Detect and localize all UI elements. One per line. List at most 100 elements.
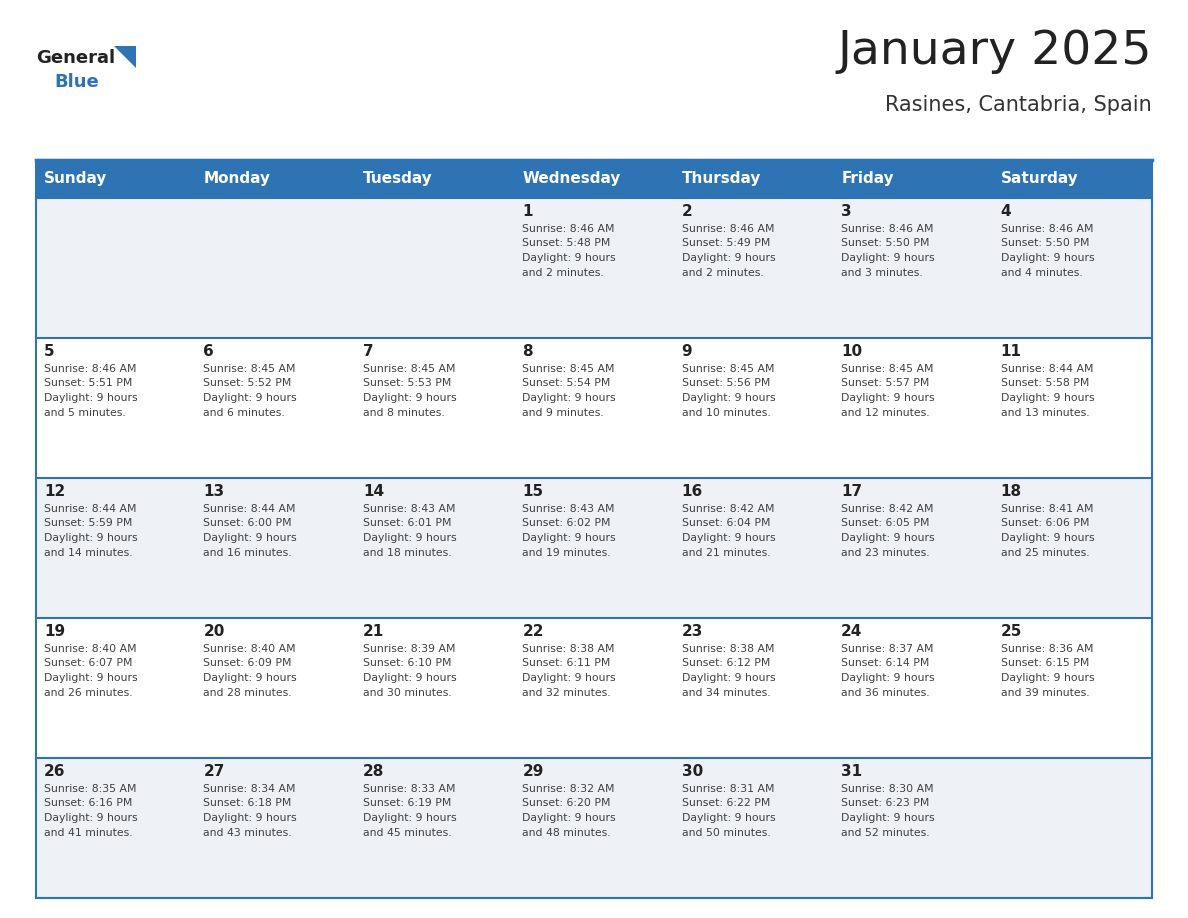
Text: 9: 9 — [682, 344, 693, 359]
Text: Daylight: 9 hours: Daylight: 9 hours — [523, 813, 615, 823]
Text: Daylight: 9 hours: Daylight: 9 hours — [523, 533, 615, 543]
Text: and 26 minutes.: and 26 minutes. — [44, 688, 133, 698]
Text: Monday: Monday — [203, 172, 271, 186]
Text: Sunrise: 8:44 AM: Sunrise: 8:44 AM — [1000, 364, 1093, 374]
Text: Sunrise: 8:40 AM: Sunrise: 8:40 AM — [44, 644, 137, 654]
Text: Sunset: 6:10 PM: Sunset: 6:10 PM — [362, 658, 451, 668]
Text: Sunrise: 8:37 AM: Sunrise: 8:37 AM — [841, 644, 934, 654]
Text: Daylight: 9 hours: Daylight: 9 hours — [1000, 253, 1094, 263]
Text: Sunrise: 8:45 AM: Sunrise: 8:45 AM — [682, 364, 775, 374]
Text: Sunset: 5:50 PM: Sunset: 5:50 PM — [841, 239, 930, 249]
Text: Friday: Friday — [841, 172, 893, 186]
Text: and 28 minutes.: and 28 minutes. — [203, 688, 292, 698]
Text: Sunset: 6:02 PM: Sunset: 6:02 PM — [523, 519, 611, 529]
Text: Daylight: 9 hours: Daylight: 9 hours — [841, 813, 935, 823]
Text: Daylight: 9 hours: Daylight: 9 hours — [682, 393, 776, 403]
Text: 19: 19 — [44, 624, 65, 639]
Text: Sunrise: 8:42 AM: Sunrise: 8:42 AM — [841, 504, 934, 514]
Text: Sunrise: 8:44 AM: Sunrise: 8:44 AM — [203, 504, 296, 514]
Text: Daylight: 9 hours: Daylight: 9 hours — [203, 673, 297, 683]
Text: 28: 28 — [362, 764, 384, 779]
Text: 22: 22 — [523, 624, 544, 639]
Text: 13: 13 — [203, 484, 225, 499]
Text: Sunrise: 8:46 AM: Sunrise: 8:46 AM — [841, 224, 934, 234]
Text: Sunset: 5:57 PM: Sunset: 5:57 PM — [841, 378, 929, 388]
Text: Daylight: 9 hours: Daylight: 9 hours — [362, 393, 456, 403]
Text: and 41 minutes.: and 41 minutes. — [44, 827, 133, 837]
Text: 30: 30 — [682, 764, 703, 779]
Text: 5: 5 — [44, 344, 55, 359]
Text: 7: 7 — [362, 344, 373, 359]
Text: Sunset: 6:00 PM: Sunset: 6:00 PM — [203, 519, 292, 529]
Text: Daylight: 9 hours: Daylight: 9 hours — [523, 253, 615, 263]
Text: and 50 minutes.: and 50 minutes. — [682, 827, 771, 837]
Text: Sunrise: 8:43 AM: Sunrise: 8:43 AM — [523, 504, 614, 514]
Text: and 25 minutes.: and 25 minutes. — [1000, 547, 1089, 557]
Text: and 16 minutes.: and 16 minutes. — [203, 547, 292, 557]
Text: 29: 29 — [523, 764, 544, 779]
Text: Sunset: 5:56 PM: Sunset: 5:56 PM — [682, 378, 770, 388]
Text: Sunrise: 8:41 AM: Sunrise: 8:41 AM — [1000, 504, 1093, 514]
Text: Sunrise: 8:46 AM: Sunrise: 8:46 AM — [44, 364, 137, 374]
Text: Sunrise: 8:44 AM: Sunrise: 8:44 AM — [44, 504, 137, 514]
Text: 1: 1 — [523, 204, 532, 219]
Text: and 3 minutes.: and 3 minutes. — [841, 267, 923, 277]
Text: January 2025: January 2025 — [838, 29, 1152, 74]
Text: Sunset: 6:06 PM: Sunset: 6:06 PM — [1000, 519, 1089, 529]
Text: 8: 8 — [523, 344, 533, 359]
Text: Sunset: 5:54 PM: Sunset: 5:54 PM — [523, 378, 611, 388]
Text: Sunset: 6:04 PM: Sunset: 6:04 PM — [682, 519, 770, 529]
Text: Sunrise: 8:32 AM: Sunrise: 8:32 AM — [523, 784, 614, 794]
Text: Daylight: 9 hours: Daylight: 9 hours — [362, 673, 456, 683]
Text: Sunrise: 8:45 AM: Sunrise: 8:45 AM — [841, 364, 934, 374]
Text: Daylight: 9 hours: Daylight: 9 hours — [203, 813, 297, 823]
Text: and 13 minutes.: and 13 minutes. — [1000, 408, 1089, 418]
Text: Daylight: 9 hours: Daylight: 9 hours — [841, 393, 935, 403]
Text: Sunrise: 8:39 AM: Sunrise: 8:39 AM — [362, 644, 455, 654]
Text: Tuesday: Tuesday — [362, 172, 432, 186]
Text: and 19 minutes.: and 19 minutes. — [523, 547, 611, 557]
Text: Sunset: 6:19 PM: Sunset: 6:19 PM — [362, 799, 451, 809]
Text: and 8 minutes.: and 8 minutes. — [362, 408, 444, 418]
Text: Daylight: 9 hours: Daylight: 9 hours — [362, 533, 456, 543]
Text: Daylight: 9 hours: Daylight: 9 hours — [1000, 393, 1094, 403]
Text: Daylight: 9 hours: Daylight: 9 hours — [1000, 533, 1094, 543]
Text: Sunset: 6:01 PM: Sunset: 6:01 PM — [362, 519, 451, 529]
Text: Sunset: 6:09 PM: Sunset: 6:09 PM — [203, 658, 292, 668]
Text: 2: 2 — [682, 204, 693, 219]
Text: Sunset: 5:48 PM: Sunset: 5:48 PM — [523, 239, 611, 249]
Text: Sunday: Sunday — [44, 172, 107, 186]
Text: Sunset: 5:49 PM: Sunset: 5:49 PM — [682, 239, 770, 249]
Text: 31: 31 — [841, 764, 862, 779]
Text: Sunrise: 8:30 AM: Sunrise: 8:30 AM — [841, 784, 934, 794]
Text: and 34 minutes.: and 34 minutes. — [682, 688, 770, 698]
Text: 12: 12 — [44, 484, 65, 499]
Bar — [36, 478, 1152, 618]
Bar — [36, 618, 1152, 758]
Text: Sunset: 5:50 PM: Sunset: 5:50 PM — [1000, 239, 1089, 249]
Text: Saturday: Saturday — [1000, 172, 1079, 186]
Text: Sunset: 6:05 PM: Sunset: 6:05 PM — [841, 519, 930, 529]
Text: 21: 21 — [362, 624, 384, 639]
Text: Daylight: 9 hours: Daylight: 9 hours — [841, 533, 935, 543]
Text: and 36 minutes.: and 36 minutes. — [841, 688, 930, 698]
Text: Sunset: 5:52 PM: Sunset: 5:52 PM — [203, 378, 292, 388]
Text: 20: 20 — [203, 624, 225, 639]
Text: and 43 minutes.: and 43 minutes. — [203, 827, 292, 837]
Text: Daylight: 9 hours: Daylight: 9 hours — [44, 533, 138, 543]
Text: and 23 minutes.: and 23 minutes. — [841, 547, 930, 557]
Text: 15: 15 — [523, 484, 543, 499]
Text: and 39 minutes.: and 39 minutes. — [1000, 688, 1089, 698]
Text: Sunset: 6:18 PM: Sunset: 6:18 PM — [203, 799, 292, 809]
Text: 17: 17 — [841, 484, 862, 499]
Text: Daylight: 9 hours: Daylight: 9 hours — [44, 673, 138, 683]
Text: 25: 25 — [1000, 624, 1022, 639]
Bar — [36, 160, 1152, 898]
Text: Daylight: 9 hours: Daylight: 9 hours — [682, 673, 776, 683]
Text: Daylight: 9 hours: Daylight: 9 hours — [682, 533, 776, 543]
Text: and 18 minutes.: and 18 minutes. — [362, 547, 451, 557]
Text: and 30 minutes.: and 30 minutes. — [362, 688, 451, 698]
Text: 6: 6 — [203, 344, 214, 359]
Text: 18: 18 — [1000, 484, 1022, 499]
Bar — [36, 198, 1152, 338]
